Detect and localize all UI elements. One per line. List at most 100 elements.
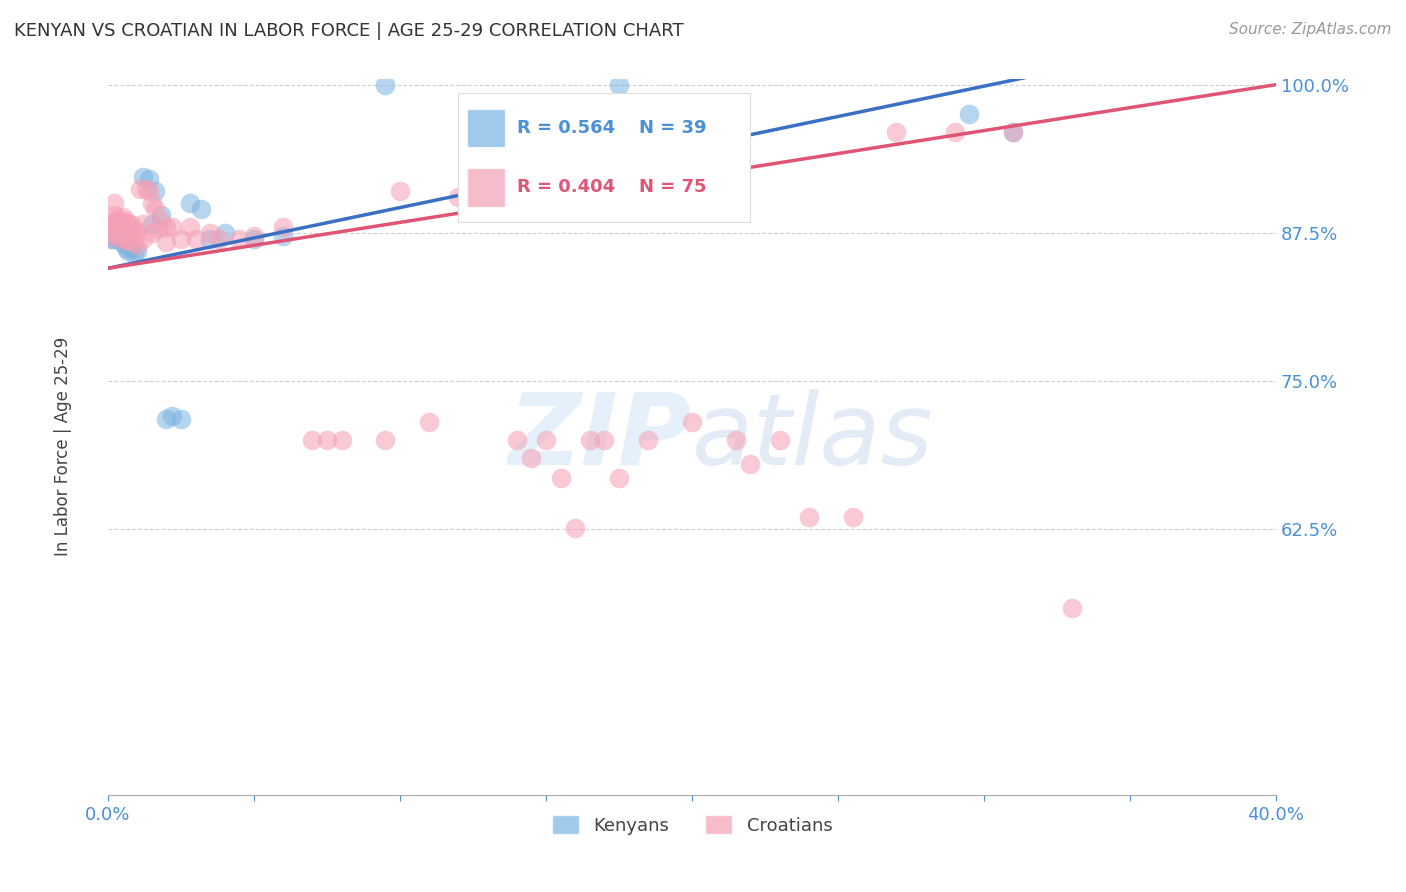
Point [122,222,145,236]
Point [190,202,212,216]
Point [301,433,323,447]
Point [138,184,160,198]
Point [108,222,131,236]
Point [103,222,125,236]
Point [170,232,193,246]
Point [155,411,177,425]
Point [1002,125,1025,139]
Point [111,219,134,234]
Point [105,212,128,227]
Point [114,241,136,255]
Text: In Labor Force | Age 25-29: In Labor Force | Age 25-29 [55,336,72,556]
Point [135,182,157,196]
Point [198,226,221,240]
Point [120,229,142,244]
Legend: Kenyans, Croatians: Kenyans, Croatians [543,806,841,844]
Point [208,232,231,246]
Point [184,232,207,246]
Point [271,219,294,234]
Point [141,226,163,240]
Point [111,211,134,225]
Point [103,215,125,229]
Point [447,190,470,204]
Point [141,196,163,211]
Point [143,202,166,216]
Point [578,433,600,447]
Point [149,208,172,222]
Point [100,222,122,236]
Point [724,433,747,447]
Text: ZIP: ZIP [509,389,692,485]
Point [198,232,221,246]
Point [114,225,136,239]
Point [108,212,131,227]
Point [103,226,125,240]
Point [564,521,586,535]
Point [768,433,790,447]
Point [111,229,134,244]
Point [681,415,703,429]
Point [103,232,125,246]
Point [122,234,145,248]
Point [143,184,166,198]
Point [100,215,122,229]
Point [1060,601,1083,615]
Point [105,232,128,246]
Point [108,232,131,246]
Point [149,214,172,228]
Point [114,214,136,228]
Point [117,226,139,240]
Point [374,78,396,92]
Point [127,226,149,240]
Point [155,219,177,234]
Point [578,172,600,186]
Point [155,235,177,250]
Point [120,241,142,255]
Text: Source: ZipAtlas.com: Source: ZipAtlas.com [1229,22,1392,37]
Point [122,246,145,260]
Point [111,236,134,251]
Point [160,409,183,424]
Point [141,218,163,232]
Point [271,229,294,244]
Point [120,218,142,232]
Point [520,450,543,465]
Point [607,471,630,485]
Point [132,218,155,232]
Point [100,232,122,246]
Point [388,184,411,198]
Point [127,244,149,258]
Point [111,229,134,244]
Point [132,170,155,185]
Point [214,226,236,240]
Point [316,433,339,447]
Point [127,237,149,252]
Point [117,234,139,248]
Point [550,172,572,186]
Point [114,234,136,248]
Point [129,182,152,196]
Point [506,433,529,447]
Point [117,244,139,258]
Point [477,186,499,201]
Point [534,433,557,447]
Point [797,510,820,524]
Point [593,433,616,447]
Point [637,433,659,447]
Point [100,219,122,234]
Point [740,457,762,471]
Text: atlas: atlas [692,389,934,485]
Point [943,125,966,139]
Point [160,219,183,234]
Point [108,219,131,234]
Point [886,125,908,139]
Point [100,225,122,239]
Point [108,232,131,246]
Point [550,471,572,485]
Point [418,415,440,429]
Point [138,172,160,186]
Point [100,229,122,244]
Point [228,232,250,246]
Point [103,208,125,222]
Point [1002,125,1025,139]
